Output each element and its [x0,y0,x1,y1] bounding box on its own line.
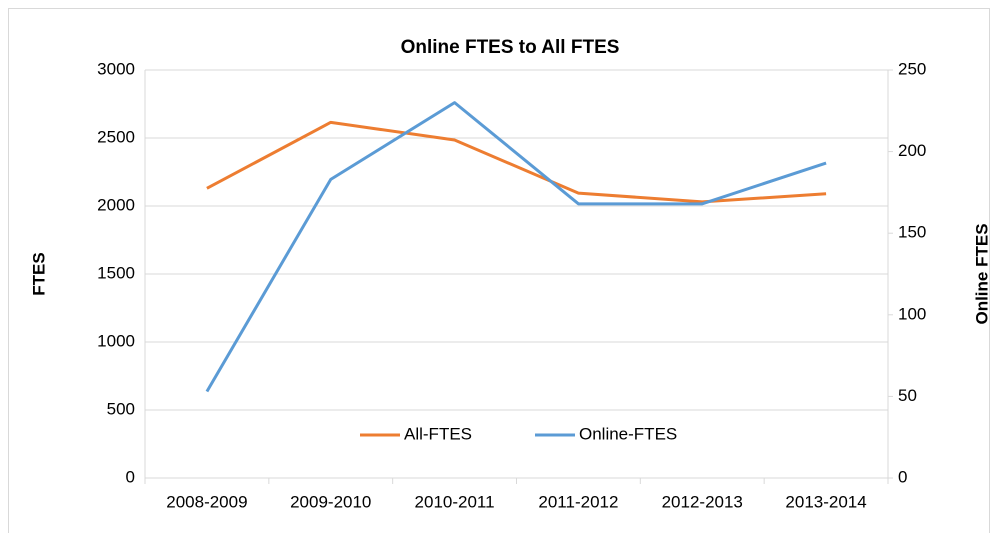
y-tick-label: 0 [126,467,135,486]
x-tick-label: 2010-2011 [415,492,495,511]
y2-axis-label: Online FTES [972,223,991,324]
x-tick-label: 2011-2012 [538,492,618,511]
line-series [205,101,827,393]
x-tick-label: 2009-2010 [290,492,371,511]
y-tick-label: 3000 [97,59,135,78]
legend-label: All-FTES [404,424,472,443]
y-tick-label: 2500 [97,127,135,146]
legend-label: Online-FTES [579,424,677,443]
y2-tick-label: 0 [898,467,907,486]
x-tick-label: 2012-2013 [662,492,743,511]
x-tick-label: 2008-2009 [166,492,247,511]
chart-title: Online FTES to All FTES [401,37,620,58]
y-tick-label: 1000 [97,331,135,350]
line-series [206,120,827,204]
y-tick-label: 2000 [97,195,135,214]
chart-border [8,8,990,533]
y-tick-label: 500 [107,399,135,418]
y2-tick-label: 150 [898,223,926,242]
y2-tick-label: 250 [898,59,926,78]
x-tick-label: 2013-2014 [785,492,866,511]
y2-tick-label: 100 [898,304,926,323]
y-axis-label: FTES [29,252,48,295]
y-tick-label: 1500 [97,263,135,282]
y2-tick-label: 200 [898,141,926,160]
y2-tick-label: 50 [898,386,917,405]
